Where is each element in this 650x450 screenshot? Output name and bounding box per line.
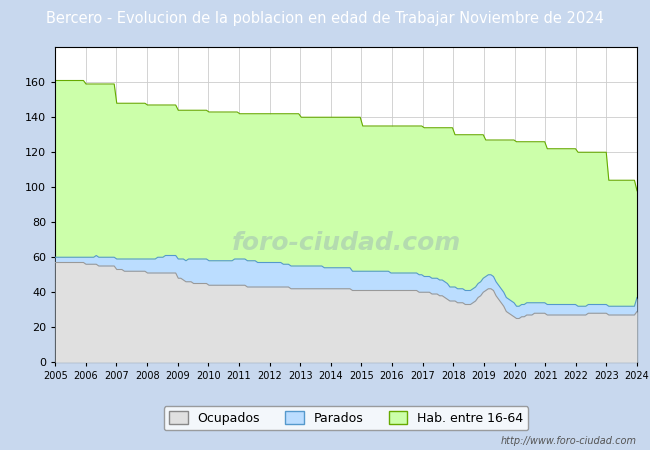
Legend: Ocupados, Parados, Hab. entre 16-64: Ocupados, Parados, Hab. entre 16-64 [164, 406, 528, 430]
Text: foro-ciudad.com: foro-ciudad.com [231, 230, 461, 255]
Text: http://www.foro-ciudad.com: http://www.foro-ciudad.com [501, 436, 637, 446]
Text: Bercero - Evolucion de la poblacion en edad de Trabajar Noviembre de 2024: Bercero - Evolucion de la poblacion en e… [46, 11, 604, 26]
